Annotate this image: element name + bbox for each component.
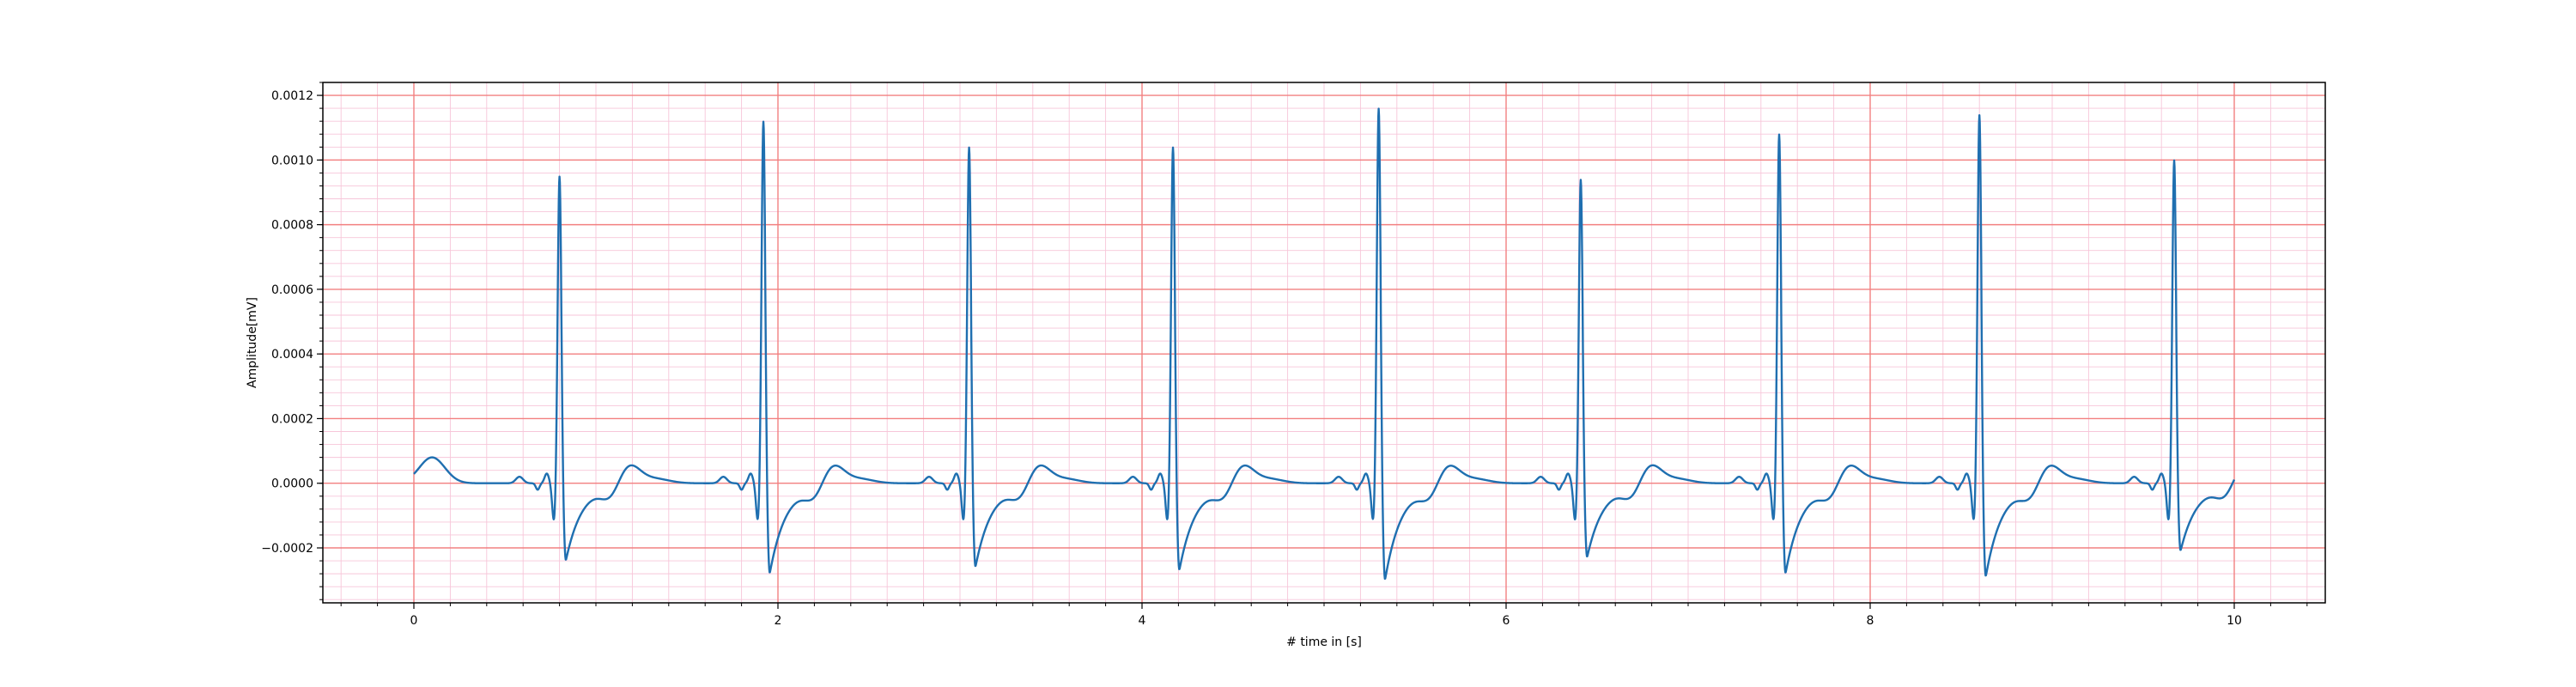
x-tick-label: 10: [2227, 614, 2242, 628]
ecg-series-line: [413, 107, 2236, 581]
x-tick-label: 8: [1867, 614, 1874, 628]
x-tick-label: 0: [410, 614, 418, 628]
x-tick-label: 6: [1503, 614, 1510, 628]
y-tick-label: 0.0008: [271, 219, 313, 233]
x-axis-label: # time in [s]: [1286, 635, 1362, 649]
minor-axis-ticks: [319, 82, 2308, 606]
y-tick-label: 0.0012: [271, 89, 313, 103]
y-tick-label: 0.0006: [271, 283, 313, 297]
y-tick-label: 0.0000: [271, 477, 313, 491]
x-axis-ticks: 0 2 4 6 8 10: [410, 603, 2242, 628]
y-axis-ticks: −0.0002 0.0000 0.0002 0.0004 0.0006 0.0008 0.0…: [261, 89, 323, 556]
y-tick-label: −0.0002: [261, 542, 313, 556]
x-tick-label: 4: [1139, 614, 1146, 628]
x-tick-label: 2: [775, 614, 782, 628]
y-axis-label: Amplitude[mV]: [246, 297, 259, 388]
y-tick-label: 0.0010: [271, 154, 313, 167]
y-tick-label: 0.0004: [271, 348, 313, 362]
y-tick-label: 0.0002: [271, 412, 313, 426]
